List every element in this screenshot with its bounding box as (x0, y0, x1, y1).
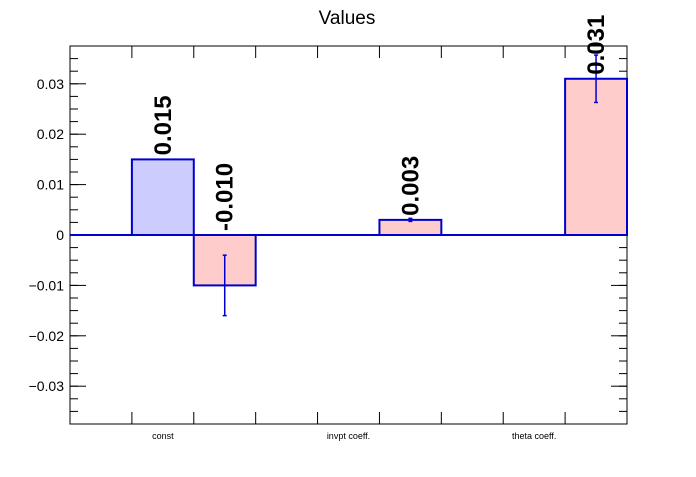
bar (130, 158, 195, 236)
y-tick-label: 0.02 (37, 126, 64, 142)
category-label: invpt coeff. (327, 431, 370, 441)
bar (378, 218, 443, 237)
value-label: 0.031 (583, 15, 610, 75)
value-label: -0.010 (212, 163, 239, 231)
bar (564, 77, 628, 237)
category-label: theta coeff. (512, 431, 556, 441)
category-label: const (152, 431, 174, 441)
value-label: 0.003 (397, 156, 424, 216)
y-tick-label: −0.03 (29, 378, 65, 394)
y-tick-label: −0.02 (29, 328, 65, 344)
bars (70, 54, 628, 317)
y-tick-label: 0.03 (37, 76, 64, 92)
y-tick-label: −0.01 (29, 277, 65, 293)
y-tick-label: 0 (56, 227, 64, 243)
labels: const invpt coeff. theta coeff. 0.015 -0.010… (150, 15, 610, 441)
chart-title: Values (319, 8, 376, 29)
value-label: 0.015 (150, 95, 177, 155)
y-tick-label: 0.01 (37, 177, 64, 193)
